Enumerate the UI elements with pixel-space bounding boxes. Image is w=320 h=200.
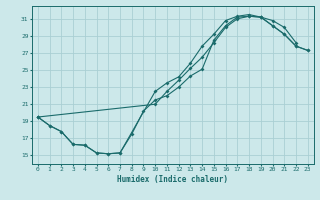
X-axis label: Humidex (Indice chaleur): Humidex (Indice chaleur) [117, 175, 228, 184]
